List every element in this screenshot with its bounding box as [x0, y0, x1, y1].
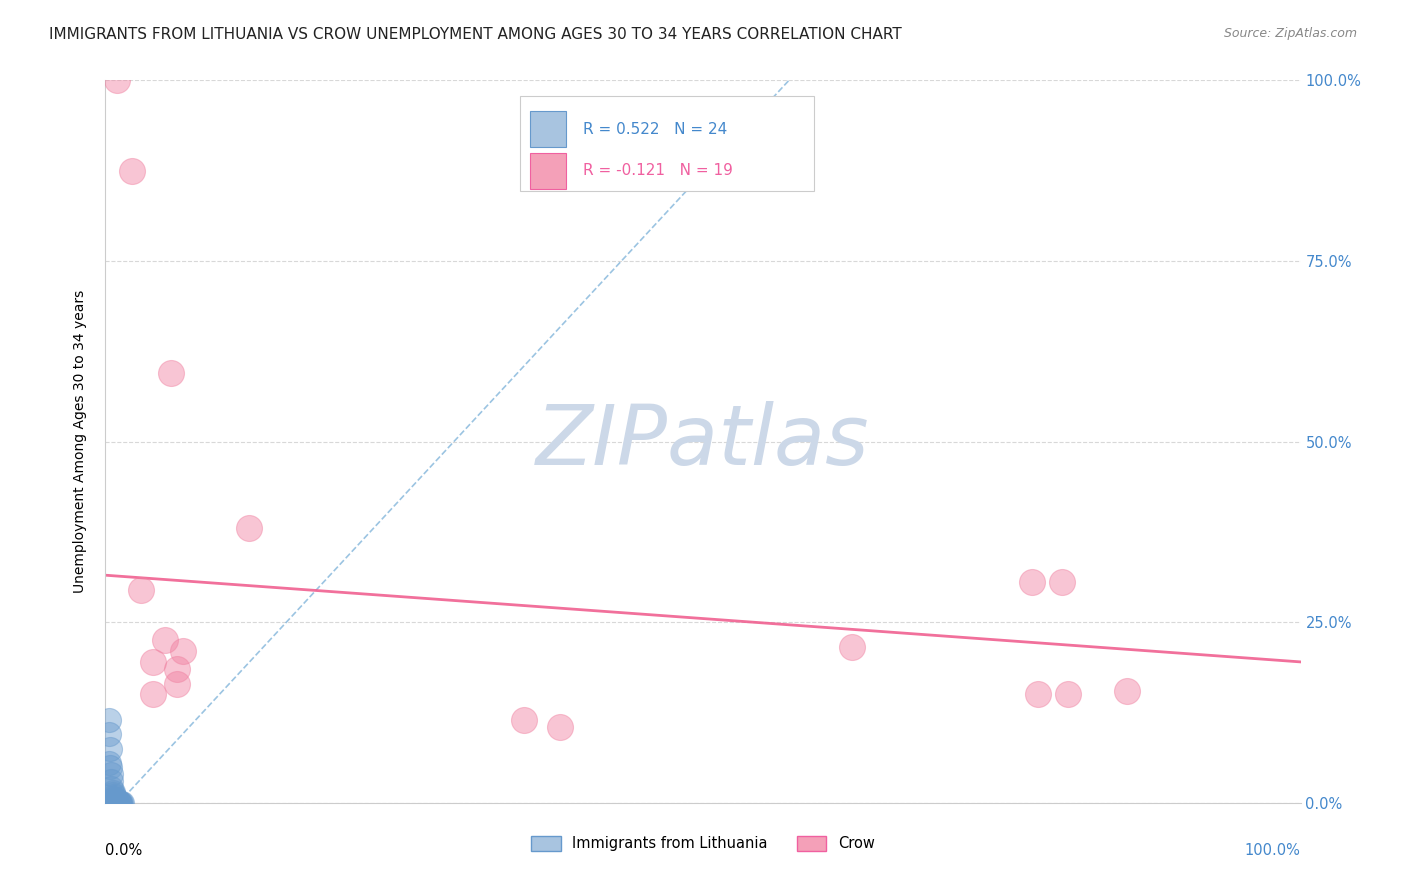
- Point: [105, 795, 128, 809]
- Point: [107, 796, 129, 810]
- Text: R = -0.121   N = 19: R = -0.121 N = 19: [583, 163, 734, 178]
- Point: [107, 796, 129, 810]
- Point: [108, 796, 131, 810]
- Point: [101, 787, 124, 801]
- Point: [166, 662, 188, 676]
- Point: [107, 796, 129, 810]
- Point: [107, 796, 129, 810]
- Point: [1050, 575, 1073, 590]
- Point: [98, 741, 121, 756]
- Point: [110, 796, 132, 810]
- Point: [841, 640, 863, 655]
- Point: [153, 633, 177, 648]
- Point: [103, 790, 125, 805]
- Point: [98, 727, 121, 741]
- Point: [129, 582, 153, 597]
- Point: [1021, 575, 1043, 590]
- Text: 100.0%: 100.0%: [1244, 843, 1301, 857]
- Point: [172, 644, 194, 658]
- Point: [1026, 687, 1049, 701]
- Text: R = 0.522   N = 24: R = 0.522 N = 24: [583, 122, 728, 136]
- Point: [105, 794, 128, 808]
- Text: Source: ZipAtlas.com: Source: ZipAtlas.com: [1223, 27, 1357, 40]
- Legend: Immigrants from Lithuania, Crow: Immigrants from Lithuania, Crow: [526, 830, 880, 857]
- Point: [142, 687, 165, 701]
- Text: 0.0%: 0.0%: [105, 843, 142, 857]
- Point: [98, 760, 121, 774]
- Point: [1116, 683, 1139, 698]
- Point: [101, 785, 124, 799]
- Point: [166, 676, 188, 690]
- Point: [100, 774, 122, 789]
- Point: [98, 756, 121, 770]
- Point: [513, 713, 536, 727]
- Bar: [530, 112, 565, 147]
- Point: [104, 792, 127, 806]
- Point: [100, 767, 122, 781]
- Point: [1056, 687, 1078, 701]
- Y-axis label: Unemployment Among Ages 30 to 34 years: Unemployment Among Ages 30 to 34 years: [73, 290, 87, 593]
- Point: [548, 720, 571, 734]
- Bar: [530, 153, 565, 189]
- Point: [100, 781, 122, 796]
- Point: [121, 163, 143, 178]
- Point: [98, 713, 121, 727]
- Text: IMMIGRANTS FROM LITHUANIA VS CROW UNEMPLOYMENT AMONG AGES 30 TO 34 YEARS CORRELA: IMMIGRANTS FROM LITHUANIA VS CROW UNEMPL…: [49, 27, 903, 42]
- Point: [142, 655, 165, 669]
- Point: [107, 73, 129, 87]
- Point: [103, 789, 125, 803]
- FancyBboxPatch shape: [520, 96, 814, 191]
- Point: [108, 796, 131, 810]
- Point: [238, 521, 260, 535]
- Point: [111, 796, 134, 810]
- Point: [104, 794, 127, 808]
- Point: [160, 366, 183, 380]
- Text: ZIPatlas: ZIPatlas: [536, 401, 870, 482]
